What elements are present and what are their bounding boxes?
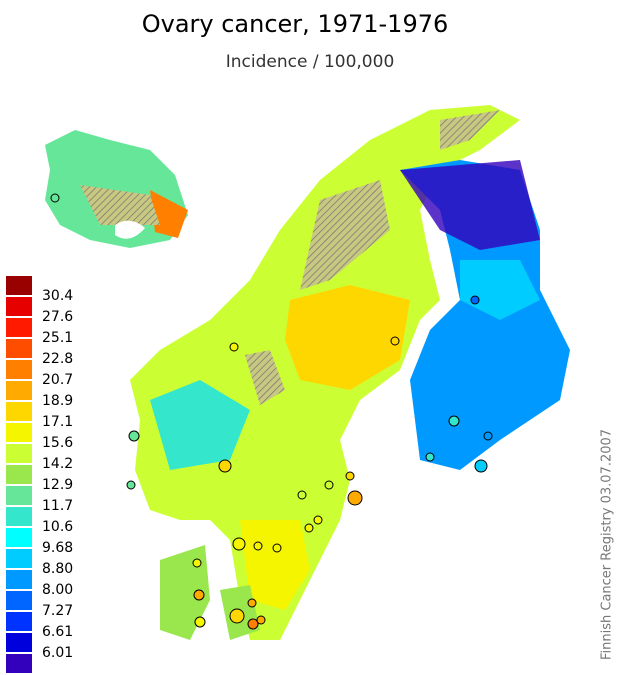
city-marker <box>272 543 282 553</box>
legend-label: 8.80 <box>42 561 73 577</box>
lake <box>115 220 145 239</box>
hatched-region <box>440 110 500 150</box>
hatched-region <box>300 180 390 290</box>
legend-label: 17.1 <box>42 414 73 430</box>
legend-swatch <box>6 339 32 358</box>
city-marker <box>470 295 480 305</box>
subtitle: Incidence / 100,000 <box>226 52 395 72</box>
legend-label: 11.7 <box>42 498 73 514</box>
legend-swatch <box>6 318 32 337</box>
city-marker <box>193 589 205 601</box>
city-marker <box>345 471 355 481</box>
legend-swatch <box>6 486 32 505</box>
city-marker <box>448 415 460 427</box>
legend-swatch <box>6 591 32 610</box>
city-marker <box>192 558 202 568</box>
city-marker <box>425 452 435 462</box>
city-marker <box>474 459 488 473</box>
city-marker <box>247 618 259 630</box>
legend-swatch <box>6 570 32 589</box>
city-marker <box>229 608 245 624</box>
legend-swatch <box>6 423 32 442</box>
legend-swatch <box>6 381 32 400</box>
map <box>45 105 570 640</box>
city-marker <box>304 523 314 533</box>
legend-label: 25.1 <box>42 330 73 346</box>
region <box>400 160 540 250</box>
region <box>150 190 188 238</box>
legend-swatch <box>6 528 32 547</box>
legend-label: 12.9 <box>42 477 73 493</box>
city-marker <box>483 431 493 441</box>
legend-label: 7.27 <box>42 603 73 619</box>
legend-label: 20.7 <box>42 372 73 388</box>
legend-label: 10.6 <box>42 519 73 535</box>
city-marker <box>390 336 400 346</box>
legend-swatch <box>6 507 32 526</box>
city-marker <box>313 515 323 525</box>
denmark <box>160 545 210 640</box>
city-markers <box>50 193 493 630</box>
legend-label: 14.2 <box>42 456 73 472</box>
legend-swatch <box>6 633 32 652</box>
city-marker <box>194 616 206 628</box>
region <box>460 260 540 320</box>
legend-label: 27.6 <box>42 309 73 325</box>
city-marker <box>50 193 60 203</box>
city-marker <box>253 541 263 551</box>
legend-label: 30.4 <box>42 288 73 304</box>
legend-label: 8.00 <box>42 582 73 598</box>
legend-swatch <box>6 297 32 316</box>
legend-label: 6.61 <box>42 624 73 640</box>
legend-label: 15.6 <box>42 435 73 451</box>
legend-swatch <box>6 549 32 568</box>
legend-label: 22.8 <box>42 351 73 367</box>
city-marker <box>247 598 257 608</box>
city-marker <box>232 537 246 551</box>
region <box>285 285 410 390</box>
legend-swatch <box>6 360 32 379</box>
legend: 30.4 27.6 25.1 22.8 20.7 18.9 17.1 15.6 14.2 12.9… <box>6 276 73 673</box>
legend-label: 6.01 <box>42 645 73 661</box>
legend-swatch <box>6 654 32 673</box>
city-marker <box>128 430 140 442</box>
title: Ovary cancer, 1971-1976 <box>142 10 449 38</box>
city-marker <box>218 459 232 473</box>
hatched-region <box>80 185 160 225</box>
city-marker <box>229 342 239 352</box>
legend-swatch <box>6 276 32 295</box>
city-marker <box>324 480 334 490</box>
city-marker <box>297 490 307 500</box>
legend-swatch <box>6 612 32 631</box>
region <box>150 380 250 470</box>
legend-swatch <box>6 402 32 421</box>
legend-label: 9.68 <box>42 540 73 556</box>
legend-label: 18.9 <box>42 393 73 409</box>
city-marker <box>256 615 266 625</box>
city-marker <box>347 490 363 506</box>
hatched-region <box>245 350 285 405</box>
legend-swatch <box>6 444 32 463</box>
credit: Finnish Cancer Registry 03.07.2007 <box>600 429 615 660</box>
legend-swatch <box>6 465 32 484</box>
city-marker <box>126 480 136 490</box>
